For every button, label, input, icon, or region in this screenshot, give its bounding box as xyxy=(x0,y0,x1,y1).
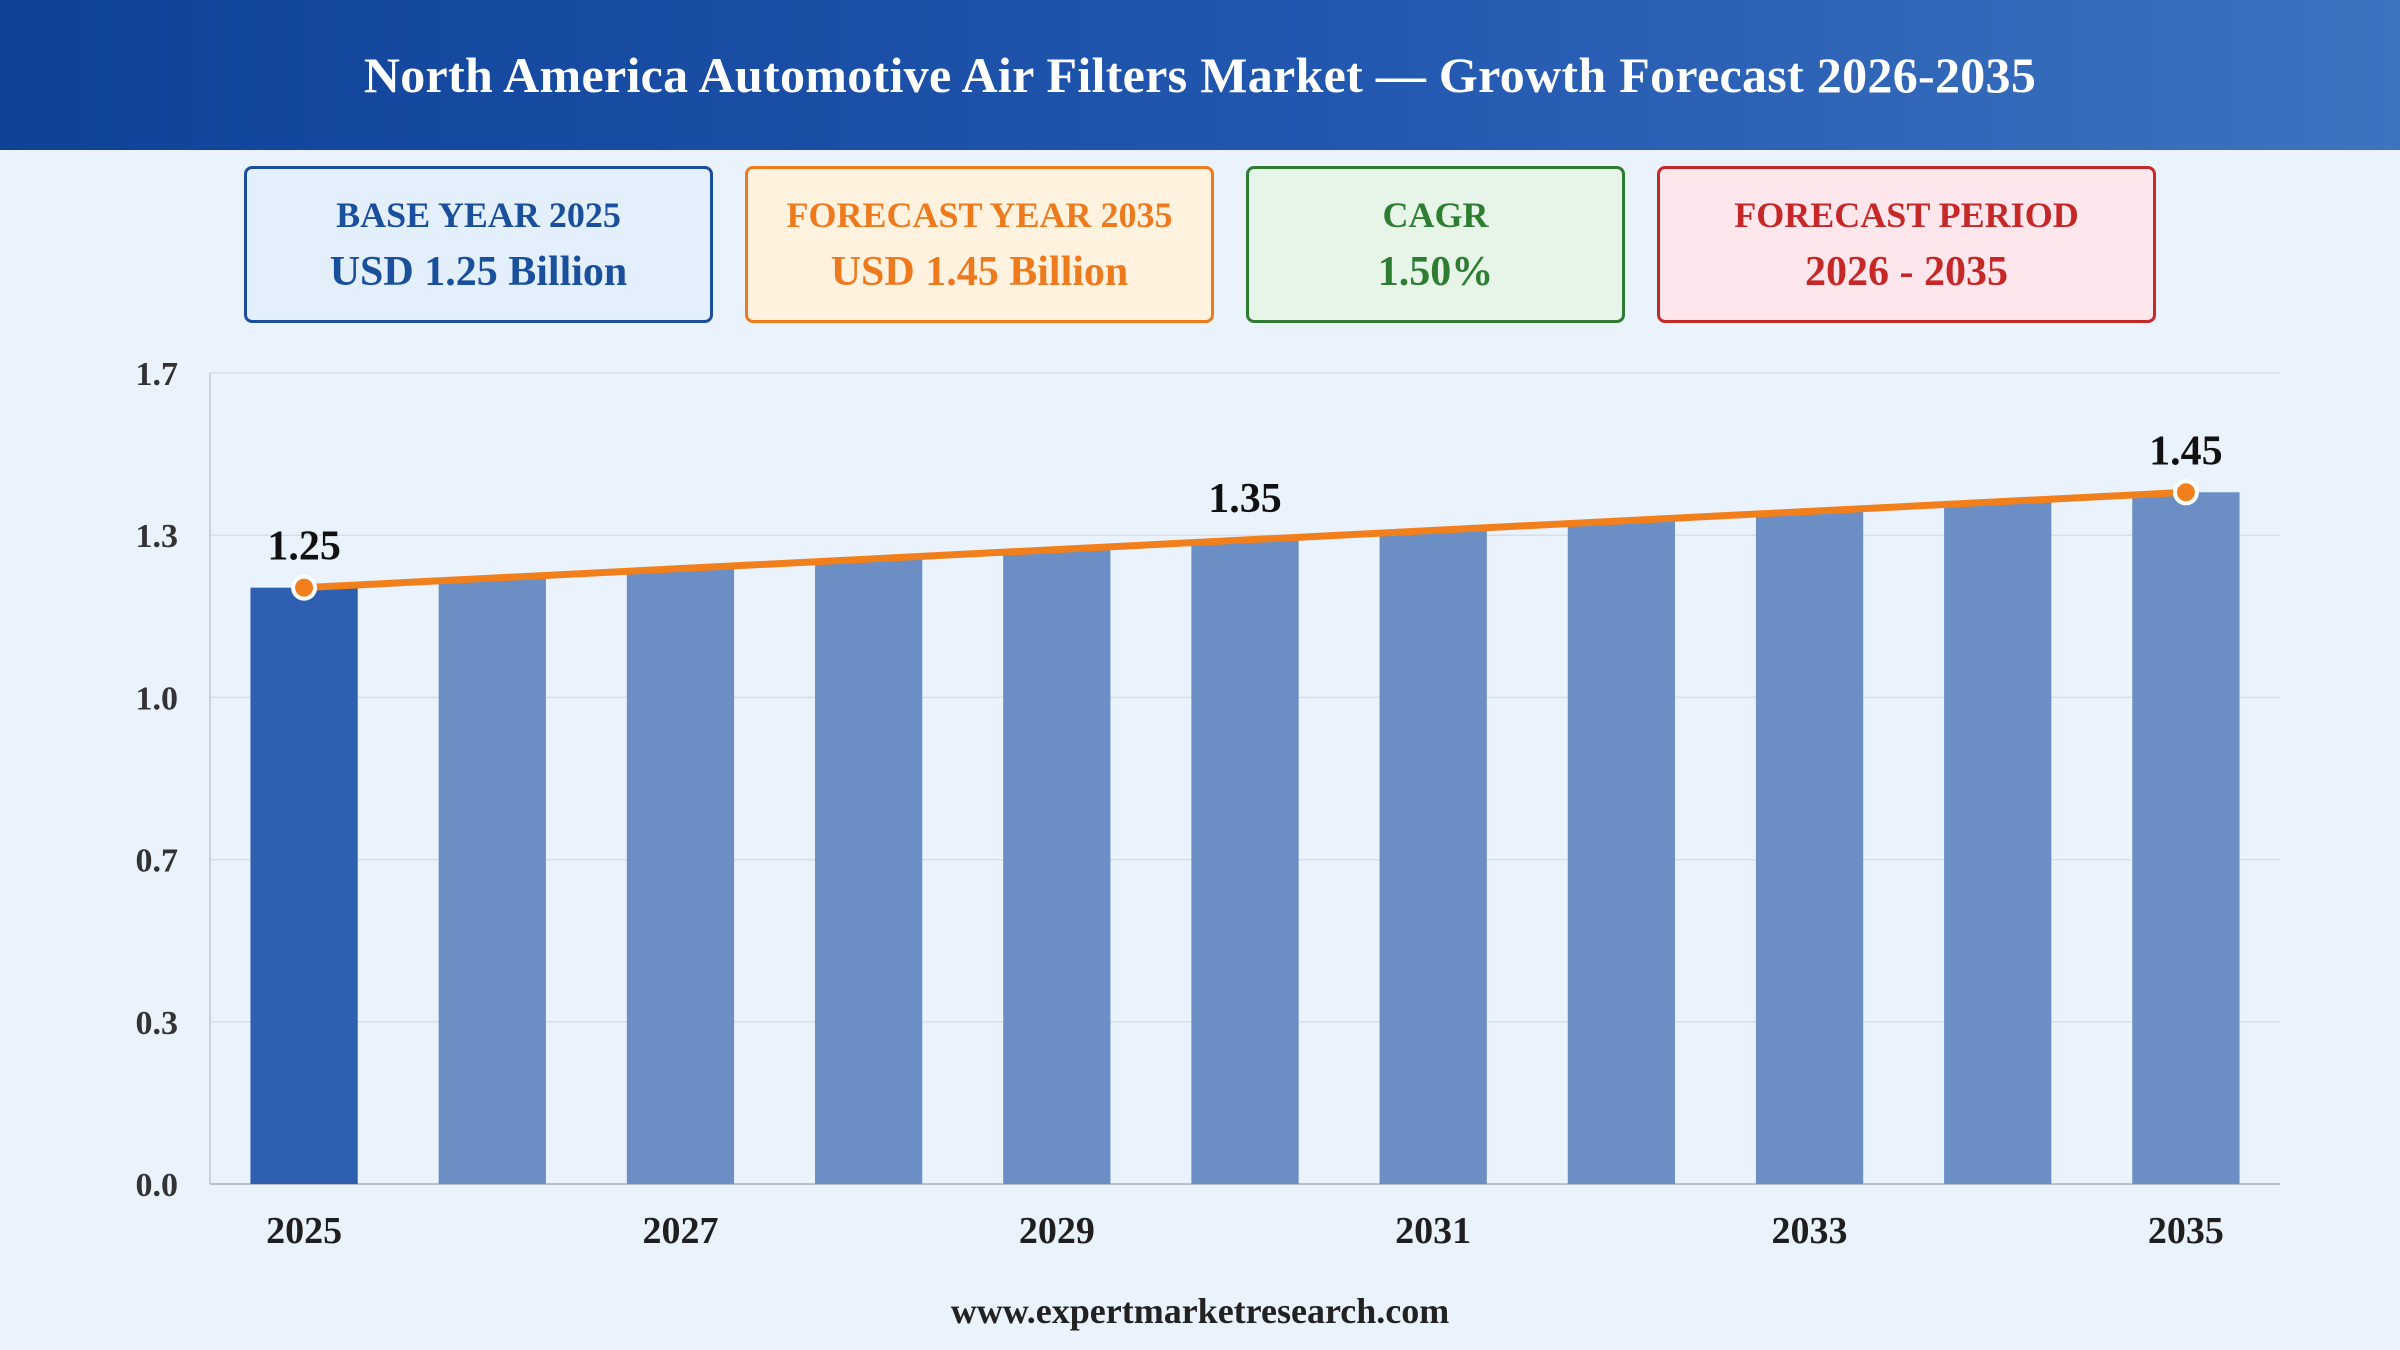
trend-line xyxy=(300,488,2190,592)
y-tick-label: 1.3 xyxy=(136,518,179,555)
y-tick-label: 0.0 xyxy=(136,1167,179,1204)
header-banner: North America Automotive Air Filters Mar… xyxy=(0,0,2400,150)
x-tick-label: 2035 xyxy=(2148,1210,2224,1252)
trend-end-marker xyxy=(2172,479,2199,506)
bar-2033 xyxy=(1755,511,1864,1184)
forecast-year-card: FORECAST YEAR 2035 USD 1.45 Billion xyxy=(745,166,1214,323)
base-year-label: BASE YEAR 2025 xyxy=(336,194,621,235)
cagr-card: CAGR 1.50% xyxy=(1246,166,1625,323)
x-tick-label: 2033 xyxy=(1772,1210,1848,1252)
x-tick-label: 2029 xyxy=(1019,1210,1095,1252)
bar-2025 xyxy=(250,587,358,1184)
data-label-2035: 1.45 xyxy=(2149,428,2223,474)
trend-start-marker xyxy=(291,574,318,601)
base-year-card: BASE YEAR 2025 USD 1.25 Billion xyxy=(244,166,713,323)
bar-2032 xyxy=(1567,520,1675,1184)
x-tick-label: 2025 xyxy=(266,1210,342,1252)
forecast-period-card: FORECAST PERIOD 2026 - 2035 xyxy=(1657,166,2156,323)
bar-2031 xyxy=(1379,530,1487,1184)
forecast-year-value: USD 1.45 Billion xyxy=(830,248,1129,295)
page-title: North America Automotive Air Filters Mar… xyxy=(363,47,2037,103)
cagr-label: CAGR xyxy=(1382,194,1489,235)
forecast-period-value: 2026 - 2035 xyxy=(1805,248,2008,295)
source-url: www.expertmarketresearch.com xyxy=(950,1291,1450,1331)
forecast-year-label: FORECAST YEAR 2035 xyxy=(786,194,1173,235)
forecast-period-label: FORECAST PERIOD xyxy=(1734,194,2079,235)
x-tick-label: 2031 xyxy=(1395,1210,1471,1252)
y-tick-label: 1.7 xyxy=(136,356,179,393)
y-tick-label: 0.7 xyxy=(136,843,179,880)
bar-2034 xyxy=(1944,501,2052,1184)
y-tick-label: 1.0 xyxy=(136,680,179,717)
bar-2028 xyxy=(815,559,923,1184)
x-tick-label: 2027 xyxy=(642,1210,718,1252)
bar-2029 xyxy=(1003,549,1111,1184)
base-year-value: USD 1.25 Billion xyxy=(329,248,628,295)
data-label-2030: 1.35 xyxy=(1208,476,1282,522)
bar-2030 xyxy=(1191,539,1299,1184)
bar-2026 xyxy=(438,578,546,1184)
data-label-2025: 1.25 xyxy=(267,524,341,570)
cagr-value: 1.50% xyxy=(1377,248,1494,295)
bar-2035 xyxy=(2132,492,2240,1184)
y-tick-label: 0.3 xyxy=(136,1005,179,1042)
bar-2027 xyxy=(626,568,735,1184)
